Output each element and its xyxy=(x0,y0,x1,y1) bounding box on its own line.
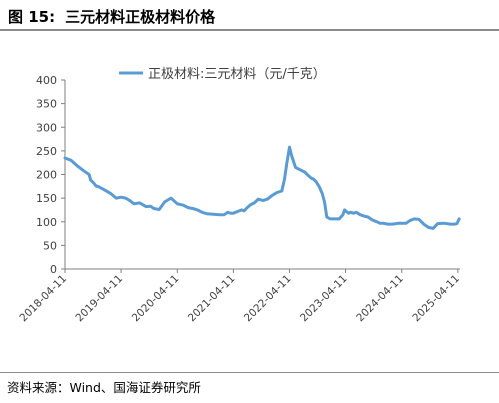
source-note: 资料来源：Wind、国海证券研究所 xyxy=(7,380,201,395)
x-tick-label: 2025-04-11 xyxy=(410,273,462,325)
y-tick-label: 200 xyxy=(36,169,57,182)
x-axis: 2018-04-11 2019-04-11 2020-04-11 2021-04-11… xyxy=(17,268,462,325)
x-tick-label: 2019-04-11 xyxy=(74,273,126,325)
x-tick-label: 2023-04-11 xyxy=(298,273,350,325)
figure-title-text: 三元材料正极材料价格 xyxy=(65,8,216,26)
x-tick-label: 2020-04-11 xyxy=(130,273,182,325)
x-tick-label: 2022-04-11 xyxy=(242,273,294,325)
x-tick-label: 2018-04-11 xyxy=(17,273,69,325)
x-tick-label: 2024-04-11 xyxy=(354,273,406,325)
y-tick-label: 350 xyxy=(36,98,57,111)
y-tick-label: 400 xyxy=(36,74,57,87)
y-tick-label: 150 xyxy=(36,192,57,205)
y-tick-label: 300 xyxy=(36,121,57,134)
y-tick-label: 50 xyxy=(43,239,57,252)
y-tick-label: 100 xyxy=(36,216,57,229)
source-divider xyxy=(0,372,499,373)
y-tick-label: 250 xyxy=(36,145,57,158)
plot-area xyxy=(63,145,461,230)
x-tick-label: 2021-04-11 xyxy=(186,273,238,325)
title-divider xyxy=(0,29,499,31)
figure-label: 图 15: xyxy=(8,8,56,26)
figure-title: 图 15: 三元材料正极材料价格 xyxy=(8,6,215,27)
chart-legend: 正极材料:三元材料（元/千克） xyxy=(119,67,326,82)
legend-label: 正极材料:三元材料（元/千克） xyxy=(148,67,326,82)
y-axis: 0 50 100 150 200 250 300 350 400 xyxy=(36,74,66,276)
series-line xyxy=(63,145,461,230)
y-tick-label: 0 xyxy=(50,263,57,276)
